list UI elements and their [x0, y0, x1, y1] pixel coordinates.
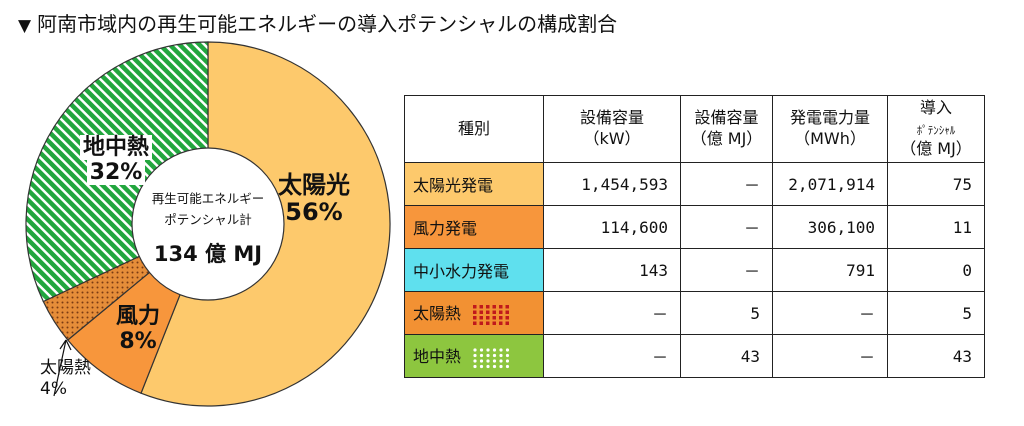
row-value: －	[772, 334, 888, 378]
row-value: 143	[543, 248, 681, 292]
col-header-type: 種別	[404, 95, 544, 163]
table-header-row: 種別 設備容量 （kW） 設備容量 （億 MJ） 発電電力量 （MWh） 導入 ﾎﾟﾃﾝ…	[404, 95, 985, 163]
title-text: 阿南市域内の再生可能エネルギーの導入ポテンシャルの構成割合	[37, 12, 618, 36]
callout-line	[53, 339, 67, 397]
row-value: －	[680, 162, 773, 206]
table-row: 中小水力発電 143 － 791 0	[404, 248, 985, 292]
title-marker: ▼	[18, 16, 32, 36]
row-value: 1,454,593	[543, 162, 681, 206]
wind-name: 風力	[116, 304, 161, 329]
geo-name: 地中熱	[80, 135, 153, 160]
row-value: 43	[680, 334, 773, 378]
center-line-2: ポテンシャル計	[164, 212, 252, 228]
table-row: 風力発電 114,600 － 306,100 11	[404, 205, 985, 249]
donut-center-label: 再生可能エネルギー ポテンシャル計 134 億 MJ	[128, 188, 288, 268]
solar-pct: 56%	[285, 197, 343, 226]
row-category: 風力発電	[404, 205, 544, 249]
donut-hole	[131, 147, 285, 301]
row-value: －	[680, 248, 773, 292]
center-line-1: 再生可能エネルギー	[151, 191, 265, 206]
solar-name: 太陽光	[278, 171, 350, 199]
row-value: 306,100	[772, 205, 888, 249]
col-header-capacity-mj: 設備容量 （億 MJ）	[680, 95, 773, 163]
row-category: 中小水力発電	[404, 248, 544, 292]
potential-table: 種別 設備容量 （kW） 設備容量 （億 MJ） 発電電力量 （MWh） 導入 ﾎﾟﾃﾝ…	[404, 95, 985, 378]
row-value: 114,600	[543, 205, 681, 249]
row-value: 11	[887, 205, 985, 249]
row-value: 2,071,914	[772, 162, 888, 206]
row-value: 791	[772, 248, 888, 292]
row-value: －	[680, 205, 773, 249]
row-value: 0	[887, 248, 985, 292]
wind-pct: 8%	[119, 328, 157, 354]
slice-label-solar: 太陽光 56%	[278, 172, 350, 226]
row-value: 5	[680, 291, 773, 335]
row-value: －	[543, 291, 681, 335]
sheat-name: 太陽熱	[40, 358, 91, 378]
col-header-potential: 導入 ﾎﾟﾃﾝｼｬﾙ （億 MJ）	[887, 95, 985, 163]
dot-pattern-red-icon	[473, 304, 510, 325]
center-total: 134 億 MJ	[153, 241, 263, 266]
sheat-pct: 4%	[40, 379, 67, 400]
row-category: 地中熱	[404, 334, 544, 378]
dot-pattern-white-icon	[473, 348, 510, 368]
slice-label-solar-heat: 太陽熱 4%	[40, 358, 91, 401]
row-value: －	[772, 291, 888, 335]
row-category: 太陽熱	[404, 291, 544, 335]
geo-pct: 32%	[86, 159, 146, 185]
slice-label-geothermal: 地中熱 32%	[80, 135, 153, 185]
col-header-generation: 発電電力量 （MWh）	[772, 95, 888, 163]
col-header-capacity-kw: 設備容量 （kW）	[543, 95, 681, 163]
table-row: 太陽光発電 1,454,593 － 2,071,914 75	[404, 162, 985, 206]
chart-title: ▼ 阿南市域内の再生可能エネルギーの導入ポテンシャルの構成割合	[18, 8, 617, 37]
table-row: 地中熱－ 43 － 43	[404, 334, 985, 378]
row-category: 太陽光発電	[404, 162, 544, 206]
row-value: 5	[887, 291, 985, 335]
slice-label-wind: 風力 8%	[116, 304, 161, 354]
table-row: 太陽熱－ 5 － 5	[404, 291, 985, 335]
row-value: －	[543, 334, 681, 378]
row-value: 75	[887, 162, 985, 206]
callout-arrowhead	[59, 339, 72, 351]
row-value: 43	[887, 334, 985, 378]
